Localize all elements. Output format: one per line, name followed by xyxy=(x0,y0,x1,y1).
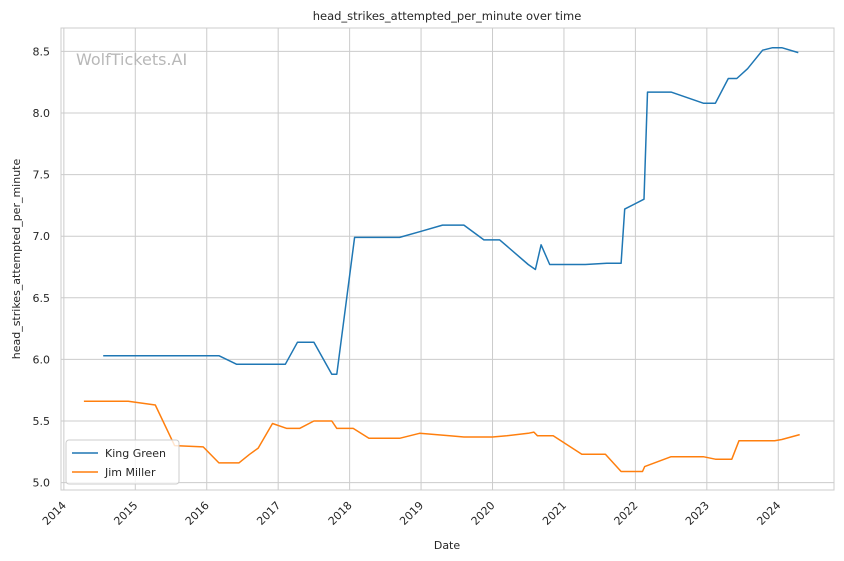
plot-area xyxy=(60,27,835,491)
legend-box xyxy=(65,439,180,485)
x-tick-label: 2019 xyxy=(397,499,426,528)
x-tick-label: 2022 xyxy=(612,499,641,528)
y-tick-label: 6.0 xyxy=(33,353,51,366)
y-tick-label: 5.5 xyxy=(33,415,51,428)
grid-lines xyxy=(61,28,834,490)
x-tick-label: 2014 xyxy=(40,499,69,528)
x-tick-label: 2021 xyxy=(540,499,569,528)
series-line-king-green xyxy=(103,46,799,375)
y-tick-label: 7.0 xyxy=(33,230,51,243)
x-tick-label: 2024 xyxy=(754,499,783,528)
x-tick-label: 2015 xyxy=(111,499,140,528)
watermark: WolfTickets.AI xyxy=(76,50,187,69)
legend-label: Jim Miller xyxy=(104,466,156,479)
y-tick-label: 6.5 xyxy=(33,292,51,305)
y-tick-label: 8.0 xyxy=(33,107,51,120)
x-axis: 2014 2015 2016 2017 2018 2019 2020 2021 2022 2023… xyxy=(40,499,783,528)
series-line-jim-miller xyxy=(83,400,800,473)
legend: King Green Jim Miller xyxy=(65,439,180,485)
y-tick-label: 8.5 xyxy=(33,45,51,58)
x-tick-label: 2018 xyxy=(326,499,355,528)
x-tick-label: 2020 xyxy=(469,499,498,528)
legend-label: King Green xyxy=(105,447,166,460)
x-tick-label: 2023 xyxy=(683,499,712,528)
y-axis-title: head_strikes_attempted_per_minute xyxy=(10,159,23,360)
y-tick-label: 5.0 xyxy=(33,477,51,490)
series-layer xyxy=(83,46,800,473)
y-tick-label: 7.5 xyxy=(33,169,51,182)
chart-title: head_strikes_attempted_per_minute over t… xyxy=(313,9,582,23)
x-tick-label: 2016 xyxy=(183,499,212,528)
x-tick-label: 2017 xyxy=(254,499,283,528)
x-axis-title: Date xyxy=(434,539,461,552)
y-axis: 5.0 5.5 6.0 6.5 7.0 7.5 8.0 8.5 xyxy=(33,45,51,489)
